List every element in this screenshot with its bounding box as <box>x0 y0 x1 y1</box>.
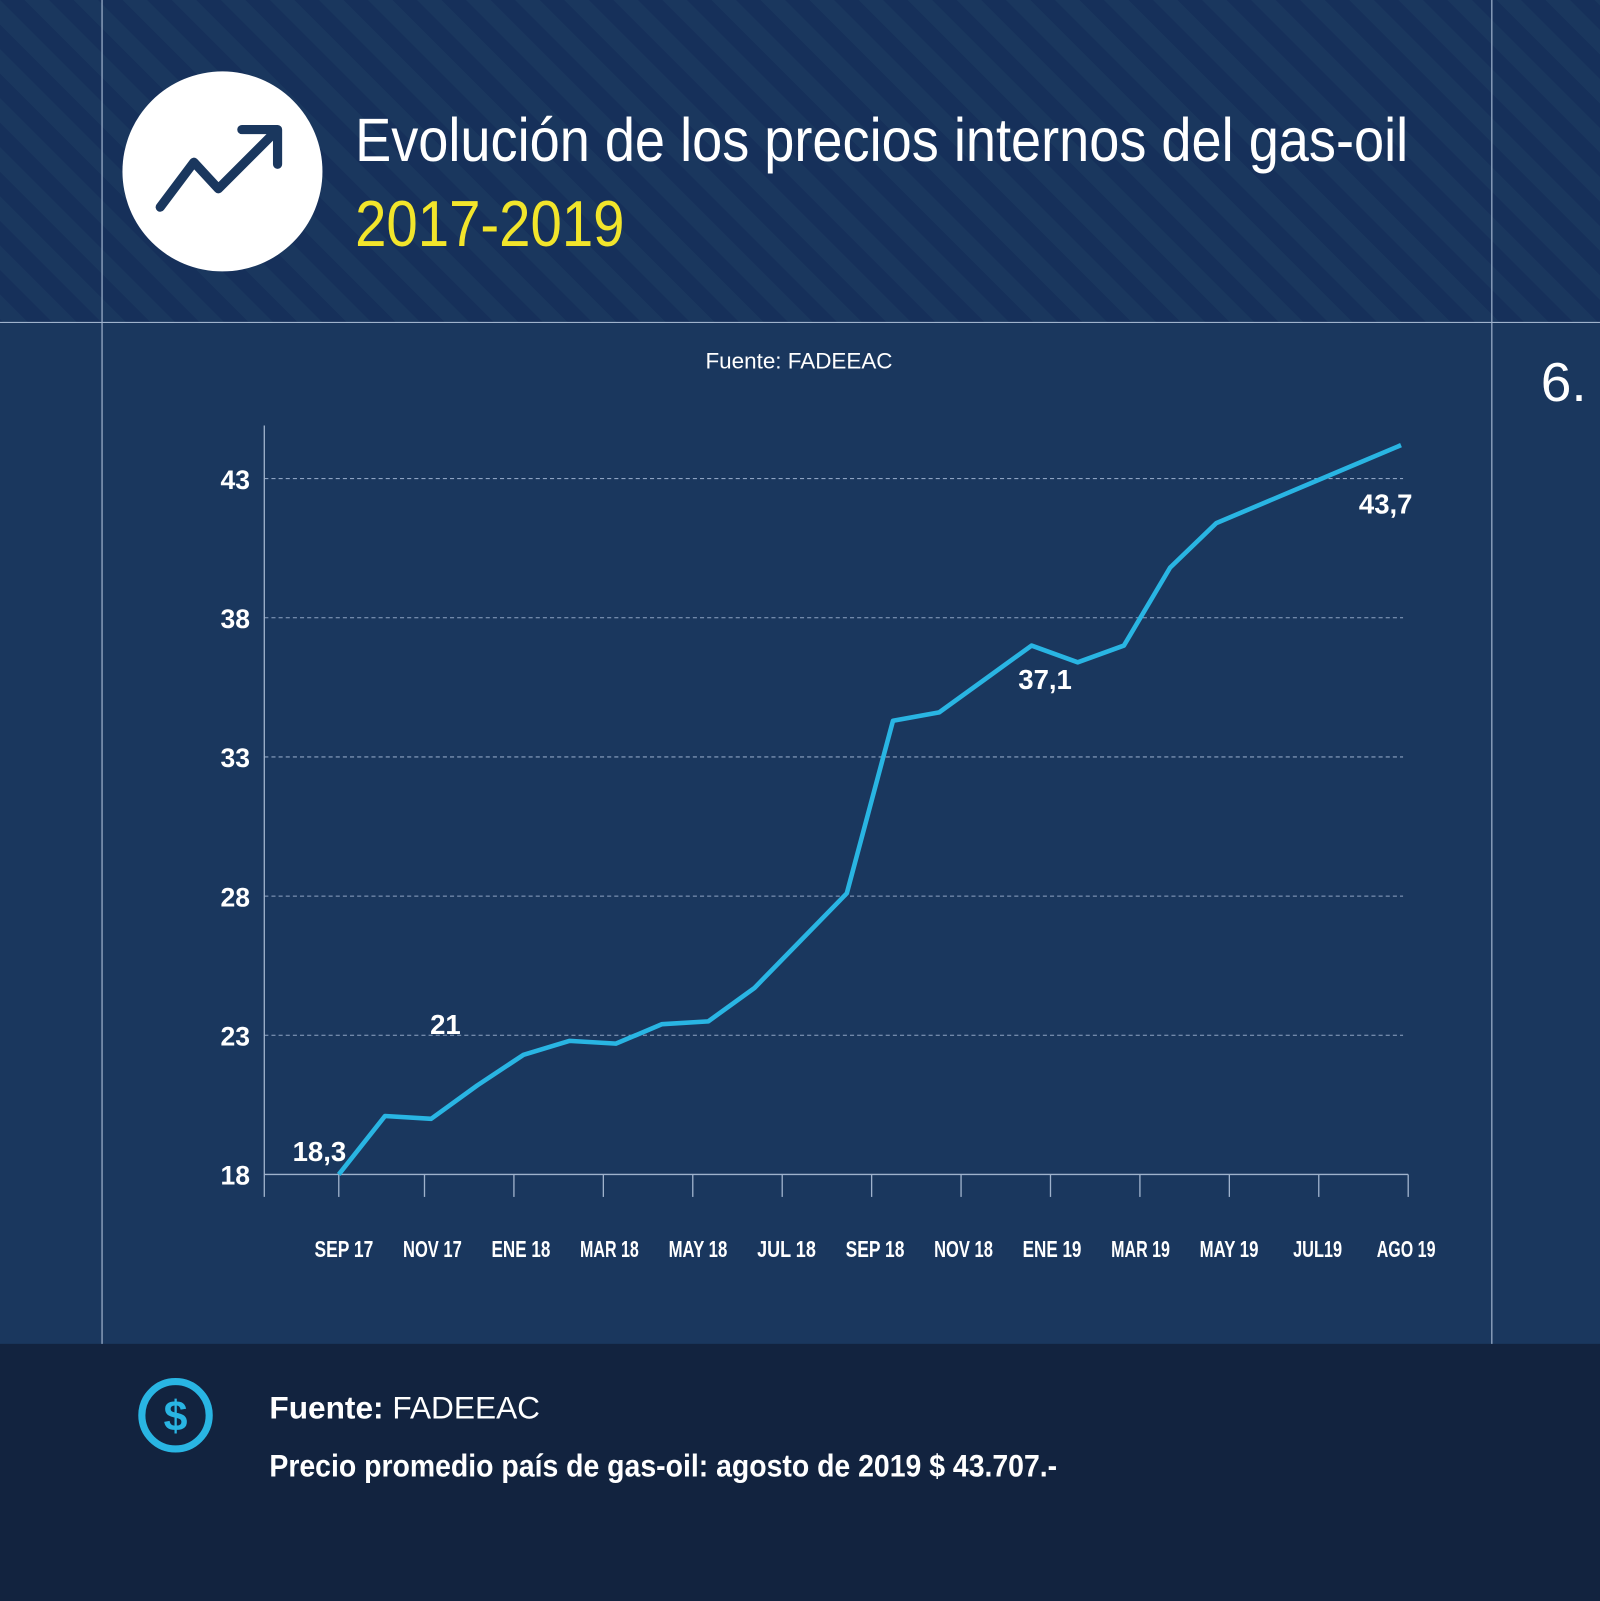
chart-source: Fuente: FADEEAC <box>705 348 892 373</box>
data-label: 43,7 <box>1359 489 1413 520</box>
x-tick-label: MAY 19 <box>1200 1236 1259 1262</box>
frame-lines <box>0 0 1600 1344</box>
chart-background <box>0 322 1600 1344</box>
x-tick-label: MAR 18 <box>580 1236 639 1262</box>
page-title: Evolución de los precios internos del ga… <box>355 106 1408 174</box>
x-tick-label: ENE 19 <box>1023 1236 1082 1262</box>
x-tick-label: JUL 18 <box>757 1236 816 1262</box>
data-annotations: 18,3 21 37,1 43,7 <box>293 489 1413 1168</box>
x-tick-label: MAY 18 <box>669 1236 728 1262</box>
svg-text:$: $ <box>164 1393 188 1441</box>
y-tick-label: 28 <box>221 882 251 912</box>
gridlines <box>264 478 1404 1036</box>
x-axis-labels: SEP 17 NOV 17 ENE 18 MAR 18 MAY 18 JUL 18 SEP … <box>314 1236 1435 1262</box>
data-label: 18,3 <box>293 1136 347 1167</box>
data-label: 21 <box>430 1009 461 1040</box>
y-tick-label: 33 <box>221 743 251 773</box>
x-tick-label: JUL19 <box>1293 1236 1342 1262</box>
x-tick-label: NOV 18 <box>934 1236 993 1262</box>
page-subtitle-years: 2017-2019 <box>355 187 624 260</box>
x-tick-label: SEP 17 <box>314 1236 373 1262</box>
footer-source: Fuente: FADEEAC <box>269 1389 540 1425</box>
dollar-circle-icon: $ <box>138 1378 213 1453</box>
x-tick-label: SEP 18 <box>846 1236 905 1262</box>
x-tick-label: MAR 19 <box>1111 1236 1170 1262</box>
trending-up-arrow-icon <box>122 71 323 272</box>
y-tick-label: 38 <box>221 604 251 634</box>
footer-background <box>0 1343 1600 1601</box>
y-tick-label: 18 <box>221 1161 251 1191</box>
footer-note: Precio promedio país de gas-oil: agosto … <box>269 1448 1057 1484</box>
y-axis-ticks: 43 38 33 28 23 18 <box>221 465 251 1191</box>
x-tick-label: AGO 19 <box>1377 1236 1436 1262</box>
page-number: 6. <box>1541 351 1587 413</box>
footer-source-label: Fuente: <box>269 1389 383 1425</box>
x-axis-ticks <box>338 1174 1409 1197</box>
x-tick-label: ENE 18 <box>492 1236 551 1262</box>
footer-source-value: FADEEAC <box>392 1389 540 1425</box>
x-tick-label: NOV 17 <box>403 1236 462 1262</box>
y-tick-label: 23 <box>221 1021 251 1051</box>
y-tick-label: 43 <box>221 465 251 495</box>
data-label: 37,1 <box>1018 664 1072 695</box>
price-line <box>336 443 1402 1176</box>
